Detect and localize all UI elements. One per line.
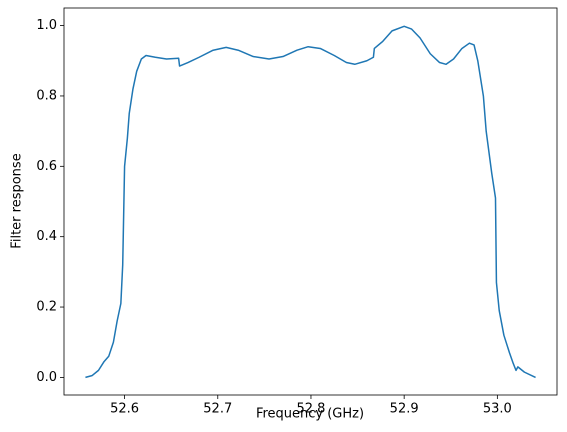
y-tick-label: 0.2 (36, 300, 57, 315)
x-tick-label: 52.6 (110, 402, 139, 417)
x-tick-label: 52.9 (390, 402, 419, 417)
y-tick-label: 0.6 (36, 159, 57, 174)
y-tick-label: 1.0 (36, 18, 57, 33)
y-tick-label: 0.8 (36, 88, 57, 103)
y-axis-label: Filter response (10, 153, 25, 248)
y-tick-label: 0.4 (36, 229, 57, 244)
data-line (85, 25, 536, 379)
x-tick-label: 52.8 (296, 402, 325, 417)
x-tick-label: 52.7 (203, 402, 232, 417)
x-axis-label: Frequency (GHz) (256, 407, 364, 422)
axes-frame (63, 7, 558, 396)
y-tick-label: 0.0 (36, 370, 57, 385)
x-tick-label: 53.0 (483, 402, 512, 417)
